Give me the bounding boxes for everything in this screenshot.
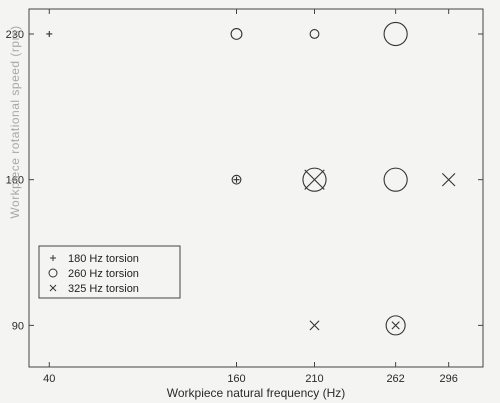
circle-point xyxy=(230,28,243,40)
legend-box xyxy=(38,245,181,299)
circle-point xyxy=(383,21,408,47)
legend-label-260hz: 260 Hz torsion xyxy=(68,268,139,280)
legend: 180 Hz torsion 260 Hz torsion 325 Hz tor… xyxy=(38,245,181,299)
legend-label-325hz: 325 Hz torsion xyxy=(68,283,139,295)
x-axis-label: Workpiece natural frequency (Hz) xyxy=(167,386,346,400)
legend-item-180hz: 180 Hz torsion xyxy=(50,253,139,265)
plus-point xyxy=(46,30,53,37)
plot-frame xyxy=(28,8,484,368)
circle-point xyxy=(309,29,320,39)
x-axis-ticks: 40 160 210 262 296 xyxy=(43,9,458,385)
legend-label-180hz: 180 Hz torsion xyxy=(68,253,139,265)
cross-point xyxy=(304,169,325,190)
x-tick-label: 40 xyxy=(43,373,55,385)
circle-point xyxy=(385,315,406,336)
y-tick-label: 90 xyxy=(12,320,24,332)
y-tick-label: 160 xyxy=(6,175,24,187)
circle-point xyxy=(302,167,327,192)
legend-item-260hz: 260 Hz torsion xyxy=(48,268,139,280)
plus-point xyxy=(233,176,240,183)
plus-marker-icon xyxy=(50,255,56,261)
legend-item-325hz: 325 Hz torsion xyxy=(49,283,139,295)
cross-point xyxy=(441,172,456,187)
cross-marker-icon xyxy=(49,284,57,292)
y-axis-label: Workpiece rotational speed (rpm) xyxy=(8,25,22,218)
circle-marker-icon xyxy=(48,268,58,278)
x-tick-label: 160 xyxy=(227,373,245,385)
circle-point xyxy=(231,174,242,185)
x-tick-label: 262 xyxy=(386,373,404,385)
circle-point xyxy=(383,167,408,192)
x-tick-label: 210 xyxy=(305,373,323,385)
x-tick-label: 296 xyxy=(439,373,457,385)
cross-point xyxy=(309,320,320,331)
y-axis-ticks: 90 160 230 xyxy=(6,29,483,332)
data-marks xyxy=(46,21,456,336)
y-tick-label: 230 xyxy=(6,29,24,41)
cross-point xyxy=(391,321,400,330)
